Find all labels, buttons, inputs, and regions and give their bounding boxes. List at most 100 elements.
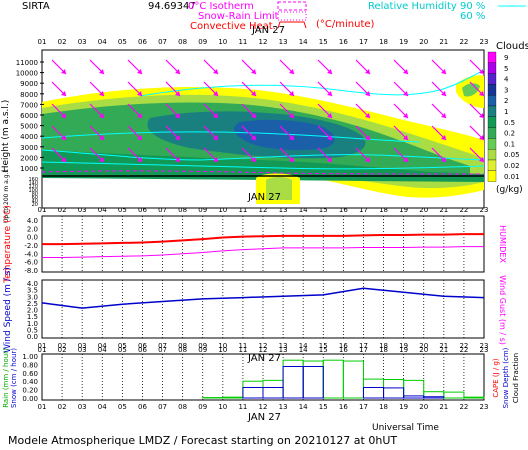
hour-tick-label: 14 [299,206,308,214]
hour-tick-label: 19 [399,38,408,46]
wind-arrow-head [479,91,484,96]
legend-isotherm-label: 0°C Isotherm [188,1,254,12]
hour-tick-label: 21 [439,38,448,46]
ytick-label: 3.5 [27,287,38,295]
cloud-ytick-label: 10000 [16,70,38,78]
colorbar-level-label: 0.1 [504,140,515,148]
wind-arrow-head [175,91,180,96]
station-name: SIRTA [22,1,50,12]
wind-arrow-head [479,113,484,118]
hour-tick-label: 14 [299,38,308,46]
hour-tick-label: 02 [58,346,67,354]
hour-tick-label: 11 [238,403,247,411]
hour-tick-label: 05 [118,342,127,350]
hour-tick-label: 01 [38,342,47,350]
colorbar-unit: (g/kg) [496,185,523,195]
hour-tick-label: 20 [419,206,428,214]
hour-tick-label: 08 [178,346,187,354]
hour-tick-label: 14 [299,342,308,350]
wind-arrow-head [327,157,332,162]
cloud-ytick-low-label: 20 [32,202,38,208]
cloud-ytick-low-label: 160 [28,177,38,183]
hour-tick-label: 12 [259,346,268,354]
wind-arrow-head [365,157,370,162]
hour-tick-label: 06 [138,342,147,350]
hour-tick-label: 09 [198,346,207,354]
hour-tick-label: 14 [299,346,308,354]
hour-tick-label: 02 [58,38,67,46]
hour-tick-label: 16 [339,342,348,350]
hour-tick-label: 15 [319,38,328,46]
cloud-ytick-label: 7000 [20,101,38,109]
hour-tick-label: 22 [459,38,468,46]
cloud-ytick-low-label: 80 [32,191,38,197]
hour-tick-label: 22 [459,403,468,411]
legend-convective-label: Convective Heat. [190,21,276,32]
cloud-ytick-low-label: 140 [28,181,38,187]
hour-tick-label: 23 [480,346,489,354]
hour-tick-label: 05 [118,403,127,411]
wind-gust-ylabel: Wind Gust (m / s) [498,275,507,345]
wind-arrow-head [99,157,104,162]
cape-ylabel: CAPE (J / g) [492,358,500,398]
legend-snow-rain-swatch [277,11,307,21]
colorbar-level-label: 0.01 [504,173,520,181]
colorbar-cell [487,84,497,96]
hour-tick-label: 10 [218,342,227,350]
cloud-ytick-label: 3000 [20,144,38,152]
hour-tick-label: 19 [399,346,408,354]
wind-ylabel: Wind Speed (m / s) [3,267,13,353]
hour-tick-label: 11 [238,346,247,354]
hour-tick-label: 09 [198,342,207,350]
hour-tick-label: 01 [38,206,47,214]
hour-tick-label: 07 [158,403,167,411]
cloud-colorbar: Clouds 9 5 4 3 2 1 0.5 0.2 0.1 0.05 0.02 0.01 (g/kg… [487,41,528,195]
wind-arrow-head [327,135,332,140]
hour-tick-label: 21 [439,403,448,411]
hour-tick-label: 15 [319,403,328,411]
hour-tick-label: 14 [299,403,308,411]
hour-tick-label: 04 [98,38,107,46]
wind-arrow-head [441,135,446,140]
isotherm-line [41,170,485,175]
hour-tick-label: 12 [259,206,268,214]
ytick-label: 0.60 [22,370,38,378]
hour-tick-label: 01 [38,346,47,354]
wind-arrow-head [213,135,218,140]
ytick-label: 2.0 [27,225,38,233]
ytick-label: 0.0 [27,333,38,341]
universal-time-label: Universal Time [372,423,439,433]
ytick-label: 0.20 [22,387,38,395]
wind-arrow-head [441,157,446,162]
hour-tick-label: 22 [459,342,468,350]
wind-arrow-head [289,113,294,118]
wind-arrow-head [441,91,446,96]
cloud-panel: 11000 10000 9000 8000 7000 6000 5000 4000 3000 20… [1,49,485,223]
legend-rh-60: 60 % [460,11,485,22]
wind-arrow-head [99,135,104,140]
wind-arrow-head [213,157,218,162]
ytick-label: 0.5 [27,326,38,334]
hour-tick-label: 07 [158,206,167,214]
wind-arrow-head [365,135,370,140]
hour-tick-label: 23 [480,403,489,411]
wind-arrow-head [479,157,484,162]
colorbar-level-label: 5 [504,65,508,73]
hour-tick-label: 05 [118,206,127,214]
wind-arrow-head [289,69,294,74]
wind-arrow-head [137,113,142,118]
hour-tick-label: 04 [98,342,107,350]
ytick-label: 4.0 [27,280,38,288]
hour-labels-rain-top: 01 02 03 04 05 06 07 08 09 10 11 12 13 14 15 16 17 18 19 20… [38,346,489,354]
temperature-ylabel: Temperature (°C) [3,205,13,284]
hour-tick-label: 03 [78,342,87,350]
cloud-ytick-label: 6000 [20,112,38,120]
hour-tick-label: 08 [178,342,187,350]
hour-tick-label: 09 [198,38,207,46]
hour-tick-label: 19 [399,342,408,350]
cloud-ytick-low-label: 120 [28,184,38,190]
cloud-ytick-label: 9000 [20,80,38,88]
date-label-top: JAN 27 [251,25,285,36]
hour-tick-label: 02 [58,342,67,350]
hour-tick-label: 20 [419,38,428,46]
